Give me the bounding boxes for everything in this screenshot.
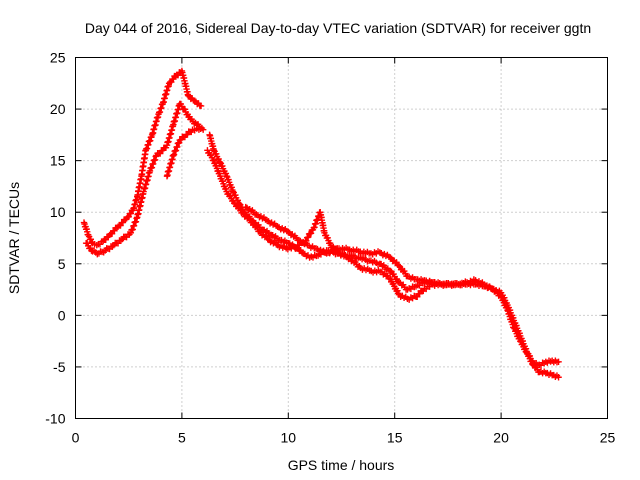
data-point (555, 374, 562, 381)
track-marker (127, 210, 135, 217)
series-2 (82, 100, 207, 258)
track-marker (307, 230, 315, 237)
y-tick-label: 0 (58, 307, 66, 323)
data-point (210, 147, 218, 154)
track-marker (125, 213, 132, 221)
track-marker (304, 234, 312, 241)
track-marker (270, 234, 278, 241)
y-axis-label: SDTVAR / TECUs (6, 182, 22, 294)
track-marker (301, 240, 308, 248)
label-layer: 0 5 10 15 20 25 -10 -5 0 5 10 15 20 25 (45, 50, 615, 446)
x-tick-label: 25 (600, 430, 616, 446)
plot-frame (75, 57, 608, 419)
track-marker (270, 240, 277, 247)
data-point (387, 267, 394, 275)
series-3 (163, 125, 203, 180)
y-tick-label: 10 (50, 204, 66, 220)
tick-layer (75, 57, 608, 419)
data-point (195, 126, 203, 133)
y-tick-label: -5 (53, 359, 66, 375)
x-tick-label: 20 (493, 430, 509, 446)
x-axis-label: GPS time / hours (288, 457, 395, 473)
x-tick-label: 0 (72, 430, 80, 446)
track-marker (156, 108, 164, 116)
data-point (429, 279, 437, 286)
data-point (387, 254, 394, 261)
y-tick-label: -10 (45, 411, 65, 427)
data-layer (80, 67, 562, 381)
series-5 (204, 147, 562, 369)
data-point (191, 97, 198, 105)
x-tick-label: 5 (178, 430, 186, 446)
y-tick-label: 20 (50, 101, 66, 117)
x-tick-label: 15 (387, 430, 403, 446)
track-marker (485, 284, 492, 291)
x-tick-label: 10 (281, 430, 297, 446)
track-marker (87, 236, 95, 243)
series-1 (80, 67, 205, 249)
track-marker (394, 290, 402, 297)
y-tick-label: 5 (58, 256, 66, 272)
data-point (285, 228, 292, 236)
track-marker (385, 274, 393, 282)
data-point (197, 102, 205, 110)
track-marker (158, 104, 165, 112)
grid-layer (75, 57, 608, 419)
track-marker (264, 235, 271, 243)
data-point (185, 92, 192, 99)
y-tick-label: 25 (50, 50, 66, 66)
series-6 (242, 203, 437, 286)
chart-title: Day 044 of 2016, Sidereal Day-to-day VTE… (85, 20, 591, 36)
data-point (229, 188, 237, 195)
data-point (395, 262, 403, 270)
data-point (555, 358, 562, 365)
y-tick-label: 15 (50, 153, 66, 169)
data-point (295, 236, 303, 244)
